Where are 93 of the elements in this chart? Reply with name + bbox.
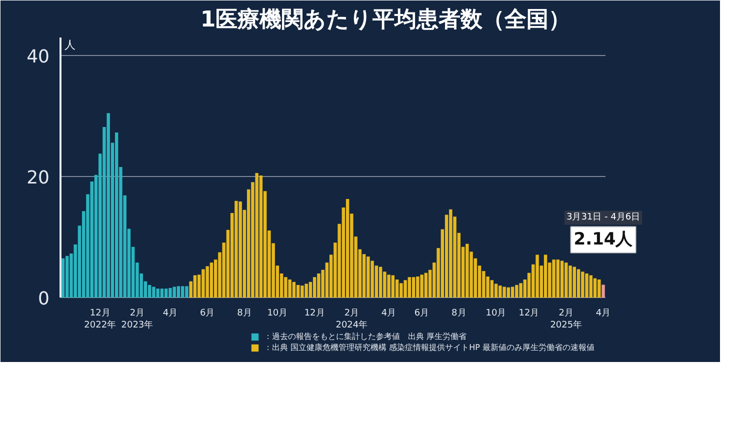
bar (61, 258, 65, 298)
bar (284, 277, 288, 298)
bar (156, 288, 160, 298)
bar (255, 173, 258, 298)
bar (300, 286, 304, 298)
bar (65, 256, 69, 298)
bar (564, 262, 568, 298)
bar (416, 276, 420, 298)
bar (387, 274, 390, 298)
bar (494, 284, 498, 298)
bar (288, 280, 292, 298)
bar (502, 286, 506, 298)
bar (304, 284, 308, 298)
bar (292, 282, 296, 298)
bar (572, 266, 576, 298)
bar (168, 288, 172, 298)
bar (370, 260, 374, 298)
bar (259, 175, 263, 298)
bar (193, 275, 197, 298)
bar (106, 113, 110, 298)
bar (160, 288, 164, 298)
bar (408, 277, 412, 298)
x-tick-label: 8月 (452, 308, 466, 319)
bar (519, 283, 522, 298)
bar (391, 275, 395, 298)
bar (602, 284, 605, 298)
bar (206, 266, 209, 298)
legend-label: ：出典 国立健康危機管理研究機構 感染症情報提供サイトHP 最新値のみ厚生労働省の速報値 (264, 342, 594, 353)
y-axis-title: 人 (64, 38, 76, 52)
bar (466, 244, 469, 298)
bar (164, 288, 168, 298)
bar (515, 284, 518, 298)
bar (568, 266, 572, 298)
x-tick-label: 4月 (162, 308, 178, 319)
bar (312, 277, 316, 298)
bar (404, 280, 407, 298)
bar (152, 286, 156, 298)
bar (598, 280, 601, 298)
x-tick-label: 2月 2024年 (336, 308, 368, 331)
x-tick-label: 6月 (200, 308, 215, 319)
annotation: 3月31日 - 4月6日 (566, 212, 640, 223)
x-tick-label: 10月 (267, 308, 288, 319)
bar (576, 269, 580, 298)
bar (180, 286, 184, 298)
x-tick-label: 6月 (414, 308, 430, 319)
data-label: 2.14人 (574, 230, 634, 250)
bar (395, 280, 399, 298)
bar (556, 260, 560, 298)
bar (114, 132, 118, 298)
chart-title: 1医療機関あたり平均患者数（全国） (200, 6, 571, 32)
bar (498, 286, 502, 298)
bar (238, 201, 242, 298)
bar (552, 260, 556, 298)
bar (581, 272, 584, 298)
bar (400, 283, 403, 298)
y-tick-label: 20 (26, 168, 50, 189)
x-tick-label: 2月 2023年 (121, 308, 154, 331)
bar (424, 272, 428, 298)
bar (449, 209, 452, 298)
bar (366, 256, 370, 298)
bar (490, 280, 494, 298)
bar (346, 199, 350, 298)
bar (148, 284, 152, 298)
bar (544, 254, 548, 298)
x-tick-label: 4月 (596, 308, 611, 319)
bar (296, 284, 300, 298)
bar (172, 286, 176, 298)
legend-label: ：過去の報告をもとに集計した参考値 出典 厚生労働省 (264, 331, 467, 342)
bar (560, 260, 564, 298)
y-tick-label: 40 (26, 46, 50, 68)
bar (412, 277, 416, 298)
bar (317, 273, 320, 298)
bar (510, 286, 514, 298)
bar (378, 266, 382, 298)
x-tick-label: 2月 2025年 (550, 308, 582, 331)
x-tick-label: 10月 (486, 308, 506, 319)
bar (234, 200, 238, 298)
bar (185, 286, 188, 298)
x-tick-label: 4月 (381, 308, 396, 319)
bar (536, 254, 539, 298)
bar (506, 287, 510, 298)
y-tick-label: 0 (38, 288, 50, 310)
bar (585, 273, 588, 298)
x-tick-label: 12月 2022年 (84, 308, 116, 331)
x-tick-label: 8月 (237, 308, 252, 319)
bar (176, 286, 180, 298)
bar (593, 278, 597, 298)
bar (210, 262, 214, 298)
bar (420, 274, 424, 298)
bar (202, 269, 205, 298)
bar (589, 275, 592, 298)
x-tick-label: 12月 (518, 308, 540, 319)
x-tick-label: 12月 (304, 308, 325, 319)
